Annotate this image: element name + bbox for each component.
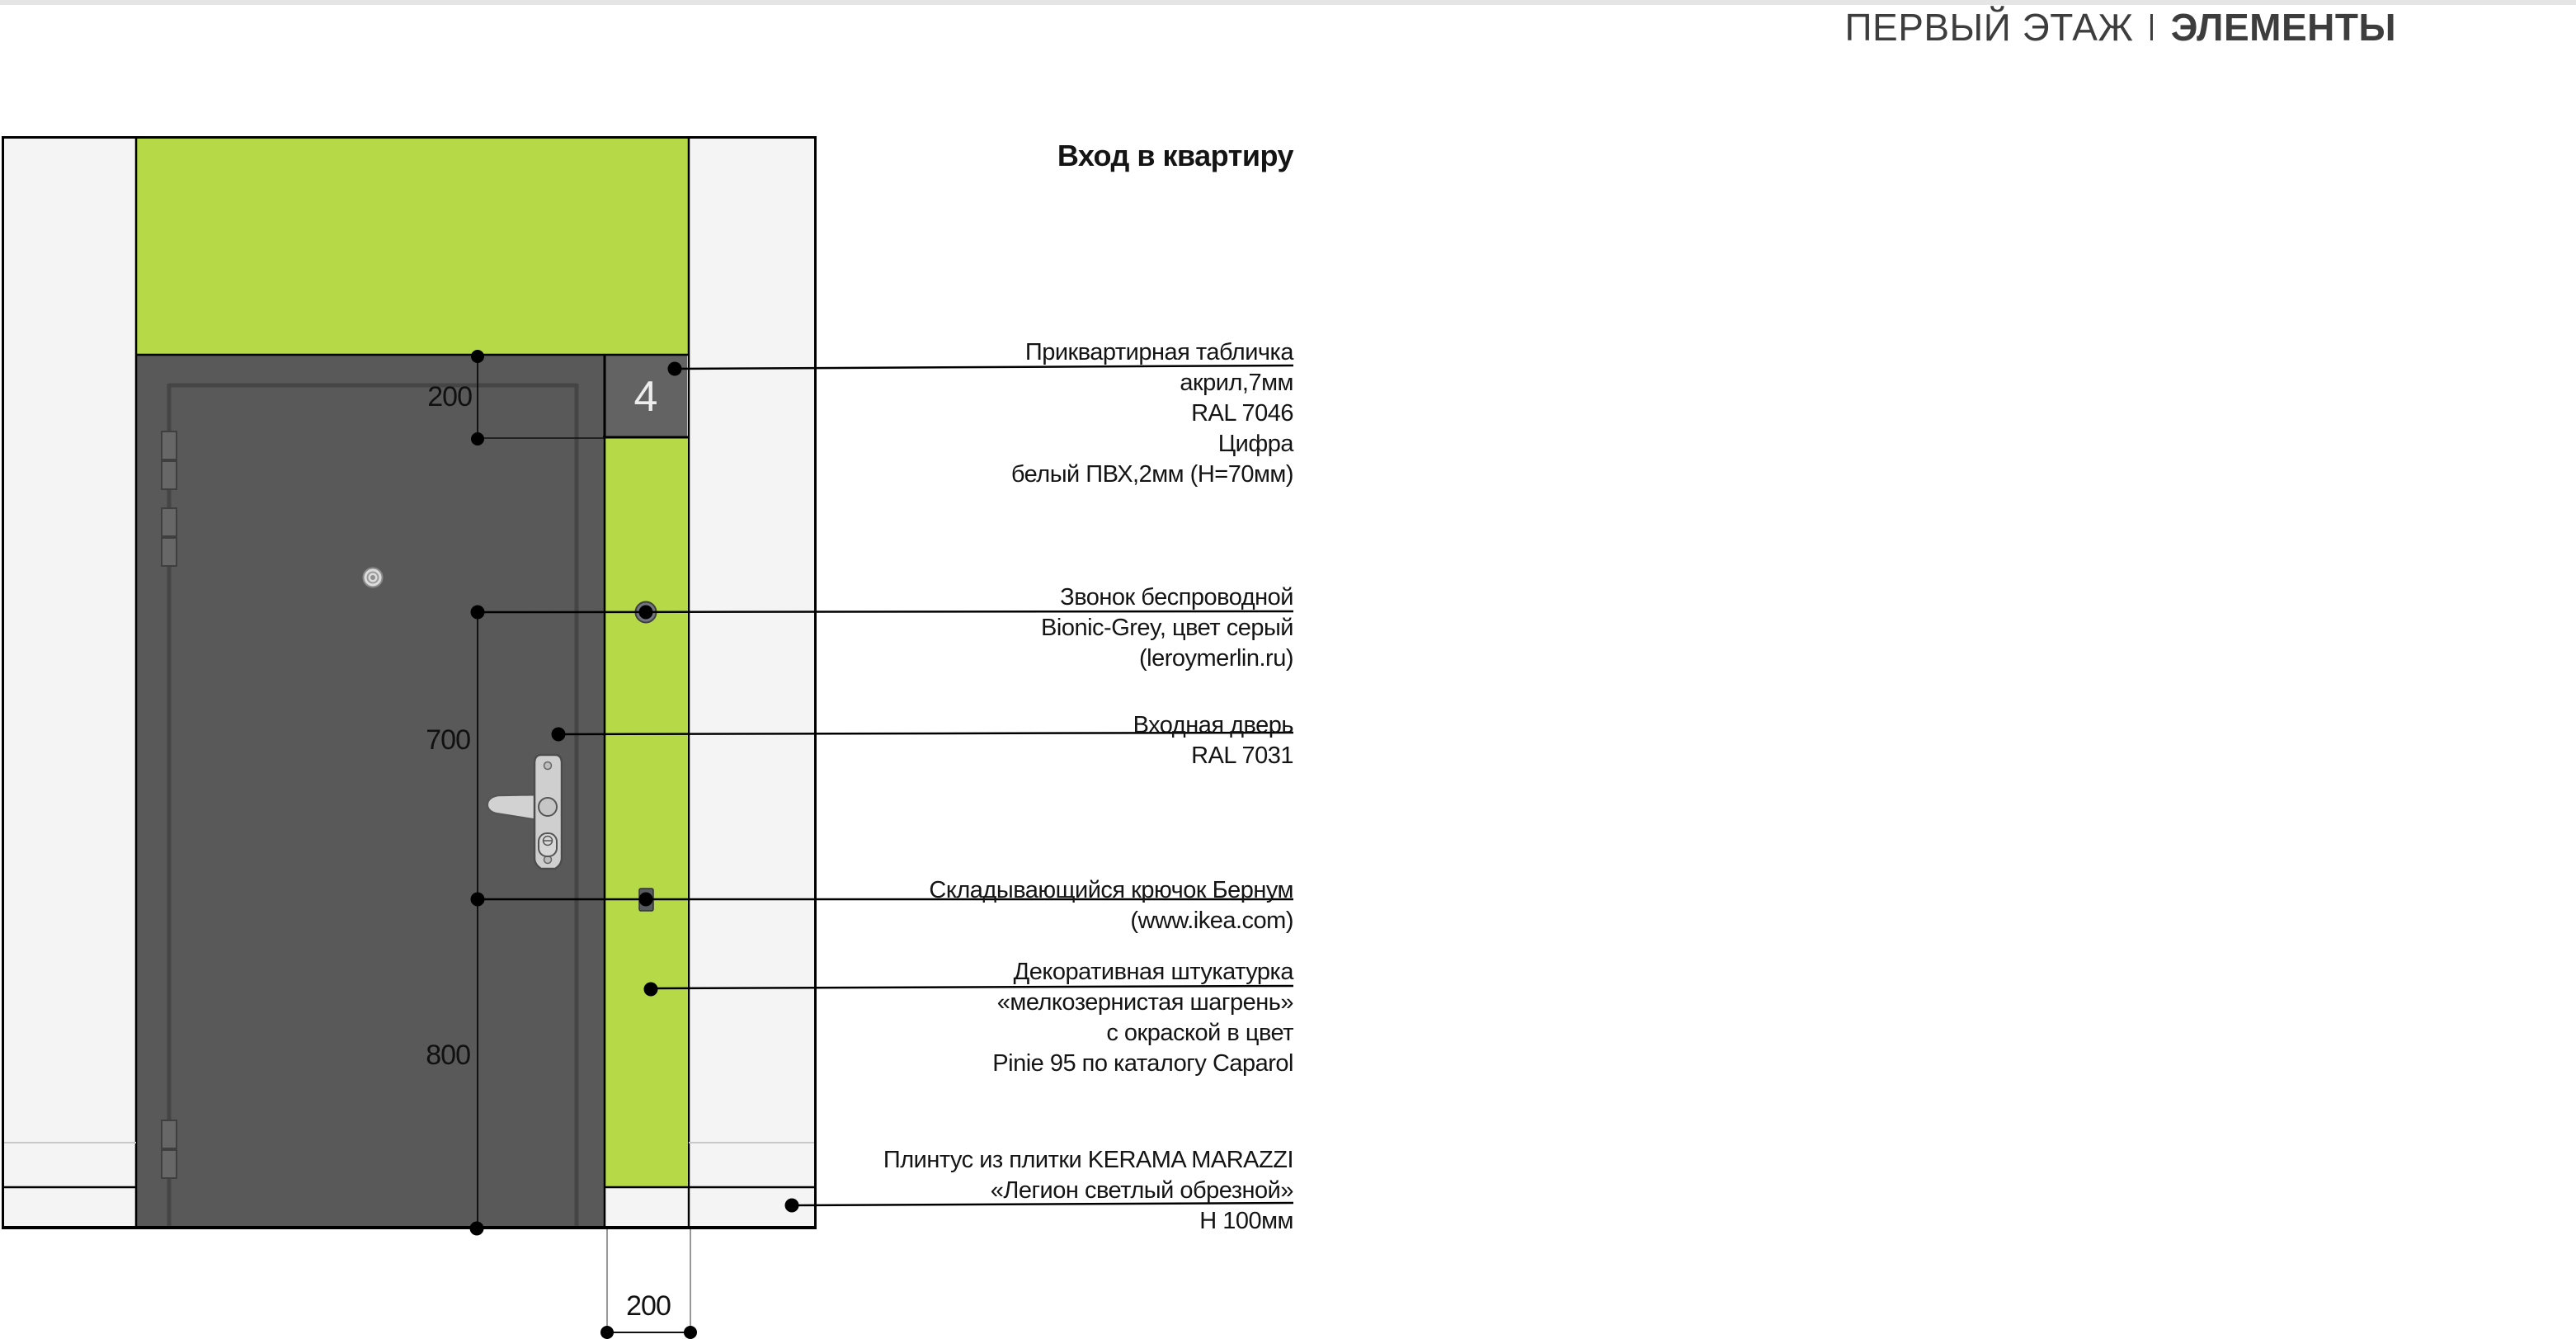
- page-title: ПЕРВЫЙ ЭТАЖ I ЭЛЕМЕНТЫ: [1844, 7, 2396, 48]
- plate-screw: [543, 761, 553, 771]
- callout-line: Складывающийся крючок Бернум: [929, 877, 1293, 903]
- top-divider-bar: [0, 0, 2576, 5]
- section-heading: Вход в квартиру: [1057, 139, 1294, 172]
- callout-line: Цифра: [1217, 431, 1294, 457]
- callout-line: «Легион светлый обрезной»: [990, 1177, 1294, 1204]
- peephole-icon: [362, 567, 384, 588]
- dimension-label-plate-offset: 200: [427, 381, 473, 413]
- marker-dots: [469, 350, 799, 1339]
- callout-line: (leroymerlin.ru): [1139, 645, 1293, 672]
- keyhole-icon: [542, 835, 553, 846]
- door-hinge: [161, 537, 177, 567]
- door-hinge: [161, 460, 177, 490]
- callout-line: Входная дверь: [1133, 712, 1294, 738]
- callout-plate-sign: Приквартирная табличка акрил,7мм RAL 704…: [1010, 337, 1294, 490]
- door-frame: [136, 355, 605, 1227]
- callout-line: белый ПВХ,2мм (Н=70мм): [1010, 461, 1294, 488]
- callout-line: с окраской в цвет: [1106, 1020, 1293, 1046]
- callout-plaster: Декоративная штукатурка «мелкозернистая …: [992, 957, 1293, 1079]
- dimension-lines: [477, 356, 691, 1338]
- dimension-label-niche-width: 200: [626, 1290, 671, 1322]
- callout-line: Декоративная штукатурка: [1013, 959, 1294, 985]
- leader-doorbell: [477, 610, 1294, 614]
- door-hinge: [161, 1120, 177, 1149]
- leader-entry-door: [558, 731, 1294, 736]
- callout-baseboard: Плинтус из плитки KERAMA MARAZZI «Легион…: [883, 1145, 1294, 1237]
- leader-baseboard: [791, 1201, 1294, 1207]
- callout-line: «мелкозернистая шагрень»: [996, 989, 1294, 1016]
- page-title-bold: ЭЛЕМЕНТЫ: [2170, 6, 2396, 49]
- callout-line: RAL 7046: [1191, 400, 1293, 427]
- dimension-label-hook-to-floor: 800: [426, 1040, 471, 1071]
- callout-line: Звонок беспроводной: [1060, 584, 1293, 611]
- green-wall-top: [136, 139, 689, 355]
- apartment-number: 4: [633, 373, 658, 421]
- callout-line: акрил,7мм: [1180, 370, 1293, 396]
- callout-line: Плинтус из плитки KERAMA MARAZZI: [883, 1147, 1294, 1173]
- page-title-separator: I: [2148, 6, 2156, 49]
- leader-plaster: [650, 984, 1294, 990]
- callout-line: (www.ikea.com): [1130, 908, 1293, 934]
- green-wall-strip: [605, 437, 687, 1187]
- callout-doorbell: Звонок беспроводной Bionic-Grey, цвет се…: [1041, 582, 1293, 674]
- left-wall: [4, 139, 136, 1227]
- walls: [4, 139, 815, 1227]
- callout-line: RAL 7031: [1191, 743, 1293, 769]
- callout-hook: Складывающийся крючок Бернум (www.ikea.c…: [929, 875, 1293, 936]
- callout-line: Приквартирная табличка: [1024, 339, 1294, 365]
- baseboard-under-strip: [605, 1187, 687, 1227]
- dimension-label-bell-to-hook: 700: [426, 724, 471, 756]
- entry-door: [136, 355, 605, 1227]
- callout-line: Н 100мм: [1199, 1208, 1293, 1234]
- door-hinge: [161, 431, 177, 460]
- door-handle: [486, 753, 563, 870]
- leader-plate-sign: [674, 364, 1294, 370]
- wall-joints: [134, 139, 690, 1227]
- callout-line: Bionic-Grey, цвет серый: [1041, 615, 1293, 641]
- page-title-regular: ПЕРВЫЙ ЭТАЖ: [1844, 6, 2134, 49]
- right-wall: [689, 139, 815, 1227]
- callout-line: Pinie 95 по каталогу Caparol: [992, 1050, 1293, 1077]
- leader-lines: [477, 364, 1294, 1207]
- door-hinge: [161, 1149, 177, 1179]
- door-hinge: [161, 507, 177, 537]
- handle-boss: [538, 797, 558, 817]
- door-hinges: [161, 431, 177, 1179]
- callout-entry-door: Входная дверь RAL 7031: [1133, 710, 1294, 771]
- baseboard: [4, 1142, 815, 1189]
